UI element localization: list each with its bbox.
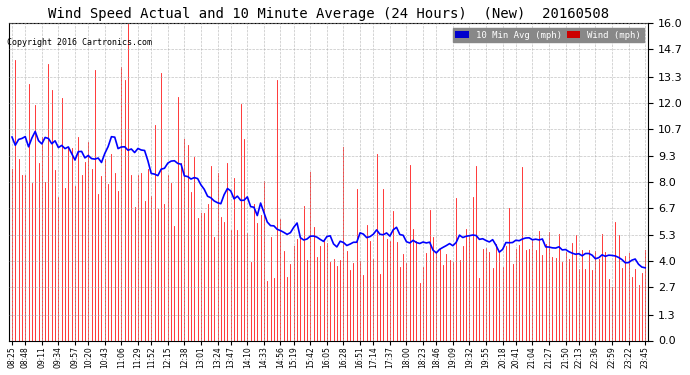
Legend: 10 Min Avg (mph), Wind (mph): 10 Min Avg (mph), Wind (mph) [453,28,644,42]
Text: Copyright 2016 Cartronics.com: Copyright 2016 Cartronics.com [7,38,152,47]
Title: Wind Speed Actual and 10 Minute Average (24 Hours)  (New)  20160508: Wind Speed Actual and 10 Minute Average … [48,7,609,21]
